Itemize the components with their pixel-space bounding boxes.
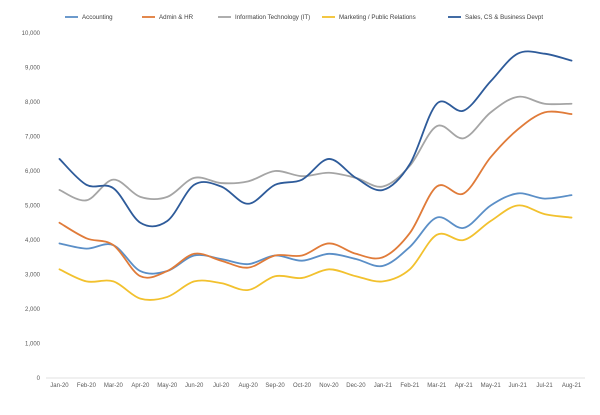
legend-label: Accounting (82, 14, 113, 21)
x-tick-label: Jan-20 (50, 383, 69, 389)
x-tick-label: Jun-20 (185, 383, 204, 389)
x-tick-label: Mar-21 (427, 383, 447, 389)
x-tick-label: Feb-20 (77, 383, 97, 389)
series-line-2 (58, 110, 573, 279)
y-tick-label: 8,000 (25, 100, 41, 106)
x-tick-label: Apr-20 (131, 383, 150, 389)
x-tick-label: Feb-21 (400, 383, 420, 389)
y-tick-label: 6,000 (25, 169, 41, 175)
x-tick-label: Dec-20 (346, 383, 366, 389)
series-layer (58, 50, 573, 301)
y-tick-label: 4,000 (25, 238, 41, 244)
x-tick-label: Jul-20 (213, 383, 230, 389)
y-tick-label: 2,000 (25, 307, 41, 313)
y-tick-label: 5,000 (25, 204, 41, 210)
y-tick-label: 3,000 (25, 273, 41, 279)
series-line-4 (58, 204, 573, 301)
legend-label: Admin & HR (159, 14, 194, 21)
x-tick-label: Apr-21 (455, 383, 474, 389)
legend-label: Information Technology (IT) (235, 14, 310, 21)
series-line-1 (58, 192, 573, 275)
y-tick-label: 7,000 (25, 135, 41, 141)
legend-label: Marketing / Public Relations (339, 14, 416, 21)
x-tick-label: May-21 (481, 383, 502, 389)
x-tick-label: Mar-20 (104, 383, 124, 389)
series-line-5 (58, 50, 573, 228)
x-tick-label: Nov-20 (319, 383, 339, 389)
x-tick-label: Jan-21 (374, 383, 393, 389)
x-tick-label: Aug-20 (238, 383, 258, 389)
x-tick-label: Jul-21 (536, 383, 553, 389)
y-tick-label: 1,000 (25, 342, 41, 348)
series-line-3 (58, 95, 573, 202)
y-tick-label: 9,000 (25, 66, 41, 72)
x-axis: Jan-20 Feb-20 Mar-20 Apr-20 May-20 Jun-20 Jul-… (46, 377, 585, 389)
x-tick-label: May-20 (157, 383, 178, 389)
x-tick-label: Oct-20 (293, 383, 312, 389)
x-tick-label: Sep-20 (265, 383, 285, 389)
legend: Accounting Admin & HR Information Technolo… (65, 14, 543, 21)
y-tick-label: 10,000 (22, 31, 41, 37)
y-tick-label: 0 (37, 376, 41, 382)
legend-label: Sales, CS & Business Devpt (465, 14, 543, 21)
y-axis: 0 1,000 2,000 3,000 4,000 5,000 6,000 7,000 8,00… (22, 31, 41, 382)
x-tick-label: Jun-21 (508, 383, 527, 389)
x-tick-label: Aug-21 (562, 383, 582, 389)
